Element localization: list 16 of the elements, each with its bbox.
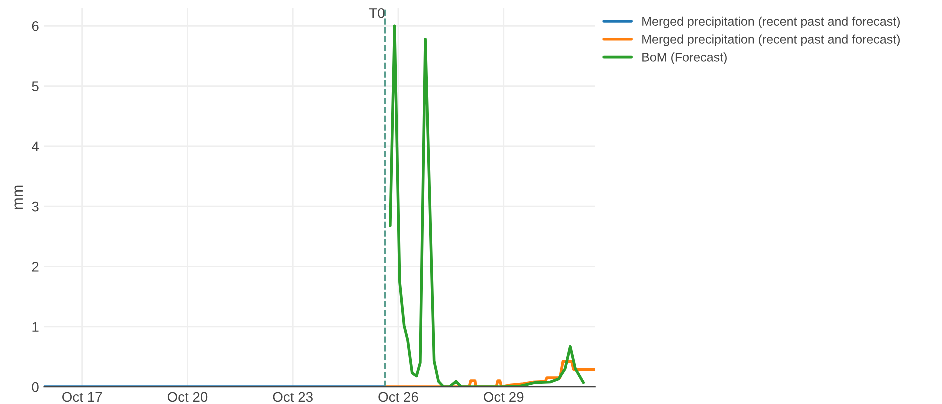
y-tick-label: 3 — [32, 202, 39, 212]
y-tick-label: 2 — [32, 262, 39, 272]
x-tick-label: Oct 20 — [168, 392, 208, 402]
x-tick-label: Oct 26 — [378, 392, 418, 402]
legend-label: Merged precipitation (recent past and forecast) — [642, 16, 900, 28]
y-tick-label: 6 — [32, 21, 39, 32]
x-tick-label: Oct 17 — [62, 392, 102, 402]
x-tick-label: Oct 23 — [273, 392, 313, 402]
legend-label: Merged precipitation (recent past and forecast) — [642, 34, 900, 46]
y-tick-label: 0 — [32, 382, 39, 392]
x-tick-label: Oct 29 — [484, 392, 524, 402]
y-tick-label: 5 — [32, 82, 39, 92]
legend-label: BoM (Forecast) — [642, 52, 727, 64]
y-tick-label: 1 — [32, 322, 39, 332]
y-tick-label: 4 — [32, 142, 40, 152]
y-axis-title: mm — [14, 186, 23, 210]
